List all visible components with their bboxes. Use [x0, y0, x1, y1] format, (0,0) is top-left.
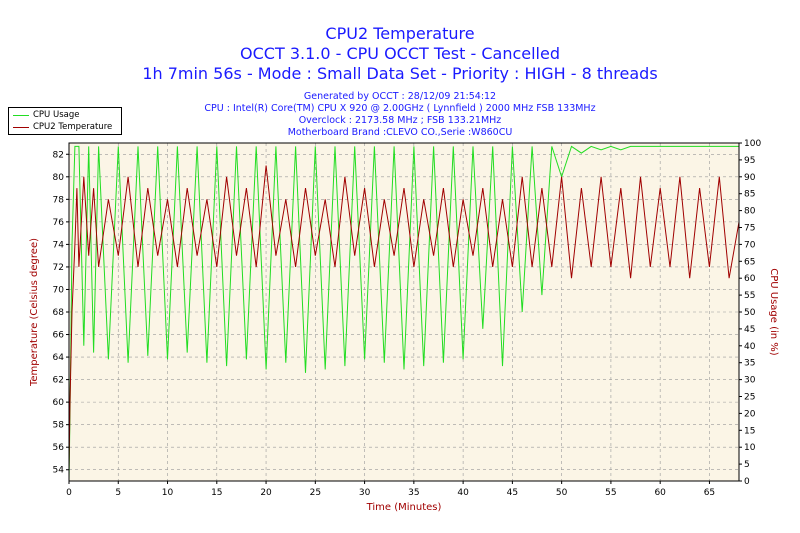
- right-tick-label: 50: [744, 308, 756, 318]
- left-tick-label: 76: [53, 218, 65, 228]
- info-cpu: CPU : Intel(R) Core(TM) CPU X 920 @ 2.00…: [204, 103, 596, 114]
- left-tick-label: 68: [53, 308, 65, 318]
- legend-swatch-cpu-usage: [13, 115, 29, 116]
- series-cpu-usage: [68, 145, 739, 482]
- left-tick-label: 66: [53, 331, 65, 341]
- info-generated: Generated by OCCT : 28/12/09 21:54:12: [303, 91, 497, 102]
- chart-title: CPU2 Temperature: [325, 24, 475, 43]
- right-tick-label: 30: [744, 376, 756, 386]
- x-tick-label: 40: [457, 488, 469, 498]
- x-tick-label: 30: [359, 488, 371, 498]
- left-tick-label: 82: [53, 150, 64, 160]
- left-tick-label: 56: [53, 443, 65, 453]
- right-tick-label: 25: [744, 393, 755, 403]
- chart-subtitle-test: OCCT 3.1.0 - CPU OCCT Test - Cancelled: [240, 44, 560, 63]
- left-axis-label: Temperature (Celsius degree): [29, 238, 40, 387]
- x-tick-label: 0: [66, 488, 72, 498]
- x-tick-label: 10: [162, 488, 174, 498]
- right-tick-label: 95: [744, 156, 755, 166]
- right-tick-label: 5: [744, 460, 750, 470]
- right-tick-label: 75: [744, 224, 755, 234]
- x-tick-label: 55: [605, 488, 616, 498]
- left-tick-label: 58: [53, 421, 65, 431]
- right-tick-label: 85: [744, 190, 755, 200]
- right-tick-label: 90: [744, 173, 756, 183]
- left-tick-label: 78: [53, 195, 65, 205]
- right-tick-label: 80: [744, 207, 756, 217]
- left-tick-label: 60: [53, 398, 65, 408]
- grid: [68, 143, 739, 481]
- right-tick-label: 55: [744, 291, 755, 301]
- x-tick-label: 35: [408, 488, 419, 498]
- series-line-cpu-usage: [68, 145, 739, 482]
- right-tick-label: 60: [744, 274, 756, 284]
- left-tick-label: 74: [53, 240, 65, 250]
- x-tick-label: 25: [310, 488, 321, 498]
- x-tick-label: 20: [260, 488, 272, 498]
- info-motherboard: Motherboard Brand :CLEVO CO.,Serie :W860…: [287, 127, 513, 138]
- right-tick-label: 100: [744, 139, 761, 149]
- chart-subtitle-mode: 1h 7min 56s - Mode : Small Data Set - Pr…: [142, 64, 658, 83]
- right-tick-label: 70: [744, 240, 756, 250]
- right-tick-label: 10: [744, 443, 756, 453]
- legend-label-temperature: CPU2 Temperature: [33, 122, 113, 132]
- x-axis-ticks: 0 5 10 15 20 25 30 35 40 45 50 55 60 65: [66, 481, 715, 498]
- legend-label-cpu-usage: CPU Usage: [33, 110, 80, 120]
- right-axis-label: CPU Usage (in %): [768, 268, 779, 356]
- series-temperature: [68, 165, 740, 470]
- right-tick-label: 40: [744, 342, 756, 352]
- x-axis-label: Time (Minutes): [366, 502, 442, 513]
- x-tick-label: 50: [556, 488, 568, 498]
- left-tick-label: 62: [53, 376, 64, 386]
- series-line-temperature: [68, 165, 740, 470]
- left-tick-label: 70: [53, 285, 65, 295]
- chart-legend: CPU Usage CPU2 Temperature: [8, 107, 122, 135]
- right-tick-label: 15: [744, 426, 755, 436]
- right-tick-label: 0: [744, 477, 750, 487]
- x-tick-label: 60: [654, 488, 666, 498]
- right-tick-label: 45: [744, 325, 755, 335]
- x-tick-label: 45: [507, 488, 518, 498]
- x-tick-label: 5: [115, 488, 121, 498]
- left-tick-label: 54: [53, 466, 65, 476]
- left-axis-ticks: 54 56 58 60 62 64 66 68 70 72 74 76 78 80 82: [53, 150, 69, 476]
- left-tick-label: 72: [53, 263, 64, 273]
- right-tick-label: 35: [744, 359, 755, 369]
- x-tick-label: 65: [704, 488, 715, 498]
- legend-swatch-temperature: [13, 127, 29, 128]
- right-tick-label: 20: [744, 409, 756, 419]
- right-axis-ticks: 0 5 10 15 20 25 30 35 40 45 50 55 60 65 70 75 80 85 90 95 10…: [739, 139, 761, 487]
- x-tick-label: 15: [211, 488, 222, 498]
- info-overclock: Overclock : 2173.58 MHz ; FSB 133.21MHz: [298, 115, 502, 126]
- left-tick-label: 64: [53, 353, 65, 363]
- right-tick-label: 65: [744, 257, 755, 267]
- left-tick-label: 80: [53, 173, 65, 183]
